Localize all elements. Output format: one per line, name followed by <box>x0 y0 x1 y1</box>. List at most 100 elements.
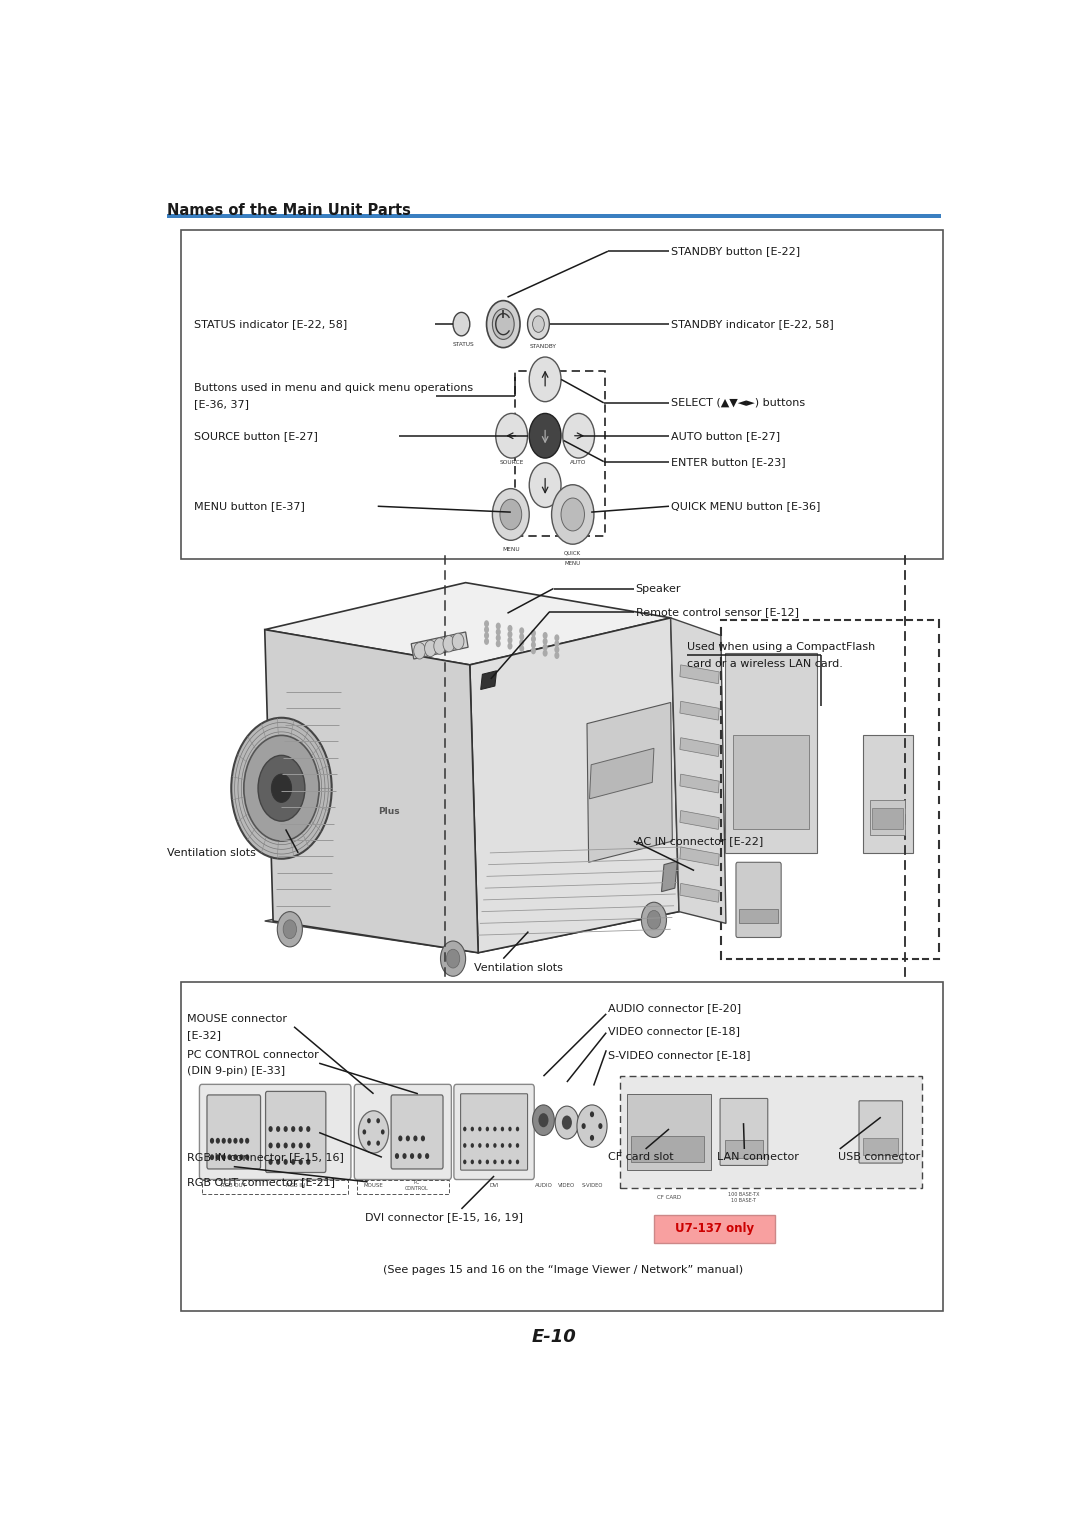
Circle shape <box>539 1112 549 1128</box>
Polygon shape <box>680 847 719 865</box>
Circle shape <box>516 1160 519 1164</box>
Circle shape <box>531 641 536 649</box>
Circle shape <box>441 942 465 977</box>
Circle shape <box>403 1154 406 1158</box>
Circle shape <box>284 1158 287 1164</box>
Circle shape <box>496 414 527 458</box>
Circle shape <box>527 308 550 339</box>
Text: 100 BASE-TX
10 BASE-T: 100 BASE-TX 10 BASE-T <box>728 1192 759 1202</box>
Bar <box>202 1180 349 1193</box>
Circle shape <box>531 647 536 655</box>
Bar <box>620 1076 922 1187</box>
Circle shape <box>299 1126 302 1132</box>
Circle shape <box>239 1138 243 1143</box>
Text: STATUS indicator [E-22, 58]: STATUS indicator [E-22, 58] <box>193 319 347 330</box>
Circle shape <box>519 633 524 641</box>
Text: MENU: MENU <box>565 562 581 566</box>
Circle shape <box>542 632 548 639</box>
Circle shape <box>471 1126 474 1131</box>
Text: AUTO button [E-27]: AUTO button [E-27] <box>671 430 780 441</box>
Bar <box>181 230 943 559</box>
Circle shape <box>367 1119 370 1123</box>
Circle shape <box>484 632 489 639</box>
Circle shape <box>221 1154 226 1160</box>
Polygon shape <box>481 671 497 690</box>
Circle shape <box>363 1129 366 1134</box>
Text: AUDIO: AUDIO <box>535 1183 552 1187</box>
Circle shape <box>494 1126 497 1131</box>
Polygon shape <box>680 810 719 830</box>
Circle shape <box>292 1126 295 1132</box>
Circle shape <box>228 1138 232 1143</box>
FancyBboxPatch shape <box>859 1100 903 1163</box>
Text: MENU: MENU <box>502 548 519 552</box>
Circle shape <box>555 1106 579 1138</box>
Circle shape <box>496 635 501 641</box>
Circle shape <box>216 1154 220 1160</box>
Bar <box>653 1215 775 1244</box>
Text: Speaker: Speaker <box>635 583 681 594</box>
Bar <box>740 909 778 923</box>
Circle shape <box>276 1158 280 1164</box>
Text: DVI connector [E-15, 16, 19]: DVI connector [E-15, 16, 19] <box>365 1212 523 1222</box>
Circle shape <box>292 1143 295 1149</box>
Polygon shape <box>590 748 653 798</box>
Circle shape <box>501 1160 504 1164</box>
Text: (DIN 9-pin) [E-33]: (DIN 9-pin) [E-33] <box>187 1067 285 1076</box>
Text: MOUSE: MOUSE <box>364 1183 383 1187</box>
Circle shape <box>509 1160 512 1164</box>
Circle shape <box>410 1154 414 1158</box>
Bar <box>725 653 818 853</box>
Circle shape <box>414 642 426 659</box>
Polygon shape <box>265 630 478 952</box>
Text: RGB IN: RGB IN <box>286 1183 306 1187</box>
Bar <box>863 1138 899 1155</box>
Bar <box>181 983 943 1311</box>
Circle shape <box>367 1140 370 1146</box>
Circle shape <box>228 1154 232 1160</box>
Polygon shape <box>680 665 719 684</box>
FancyBboxPatch shape <box>720 1099 768 1166</box>
Text: STANDBY indicator [E-22, 58]: STANDBY indicator [E-22, 58] <box>671 319 834 330</box>
Bar <box>631 1135 704 1161</box>
Circle shape <box>478 1126 482 1131</box>
Polygon shape <box>588 702 673 862</box>
Circle shape <box>554 652 559 659</box>
Text: Buttons used in menu and quick menu operations: Buttons used in menu and quick menu oper… <box>193 383 473 392</box>
Circle shape <box>463 1143 467 1148</box>
Text: SOURCE button [E-27]: SOURCE button [E-27] <box>193 430 318 441</box>
Text: STANDBY: STANDBY <box>529 343 556 349</box>
Text: QUICK MENU button [E-36]: QUICK MENU button [E-36] <box>671 501 820 511</box>
Circle shape <box>496 641 501 647</box>
Circle shape <box>554 641 559 647</box>
Text: [E-32]: [E-32] <box>187 1030 221 1041</box>
Circle shape <box>292 1158 295 1164</box>
Circle shape <box>463 1126 467 1131</box>
Circle shape <box>284 1126 287 1132</box>
Circle shape <box>221 1138 226 1143</box>
Text: Names of the Main Unit Parts: Names of the Main Unit Parts <box>166 203 410 218</box>
Circle shape <box>414 1135 418 1141</box>
Circle shape <box>216 1138 220 1143</box>
Bar <box>733 736 809 829</box>
Circle shape <box>508 630 513 638</box>
Polygon shape <box>411 632 468 659</box>
Circle shape <box>531 630 536 636</box>
Circle shape <box>306 1126 310 1132</box>
Circle shape <box>269 1158 272 1164</box>
Circle shape <box>278 911 302 946</box>
Circle shape <box>563 414 594 458</box>
Circle shape <box>210 1154 214 1160</box>
Text: CF CARD: CF CARD <box>657 1195 681 1199</box>
Circle shape <box>283 920 297 938</box>
Circle shape <box>508 636 513 644</box>
FancyBboxPatch shape <box>266 1091 326 1172</box>
Text: [E-36, 37]: [E-36, 37] <box>193 398 248 409</box>
Circle shape <box>486 1126 489 1131</box>
Text: VIDEO connector [E-18]: VIDEO connector [E-18] <box>608 1027 740 1036</box>
Bar <box>725 1140 762 1158</box>
Circle shape <box>478 1160 482 1164</box>
Text: Plus: Plus <box>378 807 400 816</box>
Circle shape <box>484 620 489 627</box>
Circle shape <box>647 911 661 929</box>
